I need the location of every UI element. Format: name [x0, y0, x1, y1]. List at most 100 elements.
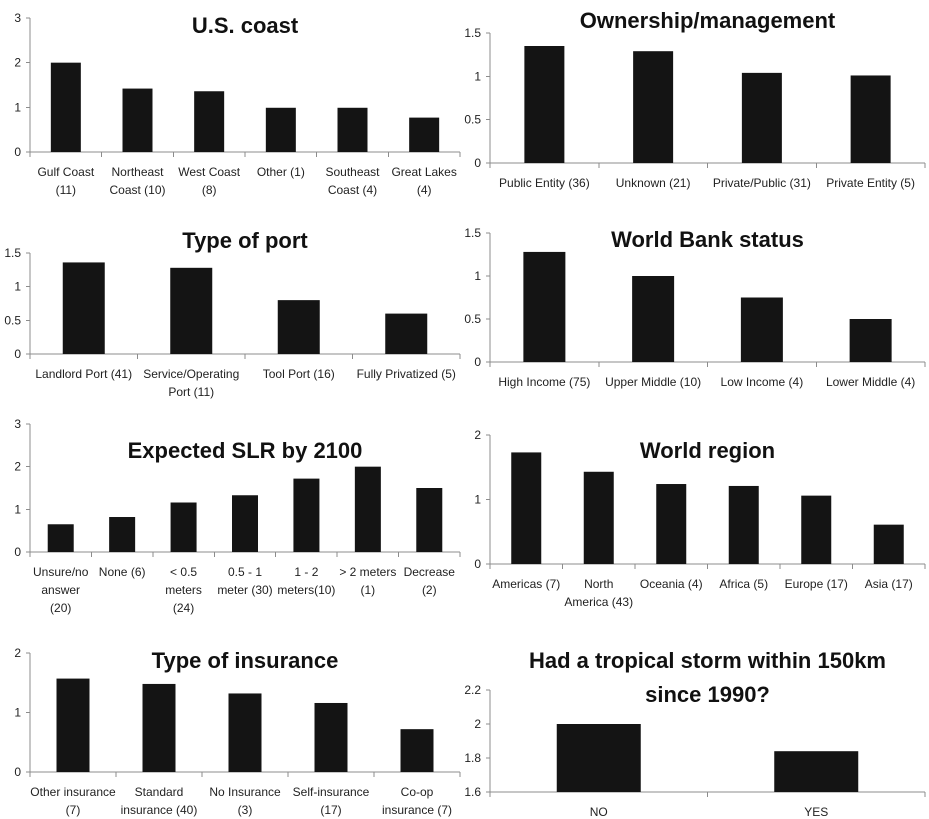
bar	[633, 51, 674, 164]
x-category-label: Co-op	[401, 785, 434, 799]
y-tick-label: 1	[14, 100, 21, 114]
chart-title: since 1990?	[645, 682, 770, 707]
x-category-label: Oceania (4)	[640, 577, 703, 591]
bar	[385, 313, 428, 354]
x-category-label: Unsure/no	[33, 565, 89, 579]
x-category-label: Standard	[135, 785, 184, 799]
x-category-label: Other (1)	[257, 165, 305, 179]
bar	[109, 517, 136, 552]
chart-title: Type of port	[182, 228, 308, 253]
bar	[632, 276, 675, 362]
bar	[511, 452, 542, 564]
bar	[354, 466, 381, 552]
bar	[400, 729, 434, 772]
bar	[277, 300, 320, 354]
bar	[850, 75, 891, 163]
bar	[416, 488, 443, 552]
chart-title: Type of insurance	[152, 648, 339, 673]
x-category-label: Port (11)	[168, 385, 214, 399]
bar	[583, 471, 614, 564]
y-tick-label: 2	[14, 460, 21, 474]
y-tick-label: 1	[474, 493, 481, 507]
x-category-label: (20)	[50, 601, 71, 615]
bar	[740, 297, 783, 362]
x-category-label: Private Entity (5)	[826, 176, 915, 190]
y-tick-label: 0.5	[464, 113, 481, 127]
bar	[314, 702, 348, 772]
chart-1: U.S. coast 0 1 2 3 Gulf Coast (11) Northeast Coa…	[14, 11, 461, 197]
x-category-label: Unknown (21)	[616, 176, 691, 190]
x-category-label: Northeast	[111, 165, 164, 179]
y-tick-label: 1.8	[464, 751, 481, 765]
chart-5: Expected SLR by 2100 0 1 2 3 Unsure/no answer (…	[14, 417, 461, 615]
x-category-label: 0.5 - 1	[228, 565, 262, 579]
chart-title: World region	[640, 438, 775, 463]
x-category-label: (1)	[361, 583, 376, 597]
x-category-label: answer	[41, 583, 80, 597]
y-tick-label: 2	[14, 646, 21, 660]
chart-title: Ownership/management	[580, 8, 836, 33]
x-category-label: 1 - 2	[294, 565, 318, 579]
chart-title: Expected SLR by 2100	[128, 438, 363, 463]
bar	[170, 502, 197, 552]
y-tick-label: 2	[14, 56, 21, 70]
x-category-label: Lower Middle (4)	[826, 375, 915, 389]
y-tick-label: 0	[14, 765, 21, 779]
bar	[409, 117, 440, 152]
x-category-label: Upper Middle (10)	[605, 375, 701, 389]
x-category-label: Other insurance	[30, 785, 116, 799]
y-tick-label: 2	[474, 717, 481, 731]
x-category-label: Americas (7)	[492, 577, 560, 591]
bar	[524, 46, 565, 163]
x-category-label: None (6)	[99, 565, 146, 579]
x-category-label: Southeast	[325, 165, 380, 179]
bar	[56, 678, 90, 772]
chart-8: Had a tropical storm within 150km since 1…	[464, 648, 926, 819]
x-category-label: No Insurance	[209, 785, 281, 799]
bar	[293, 478, 320, 552]
y-tick-label: 0.5	[464, 312, 481, 326]
bar	[232, 495, 258, 552]
y-tick-label: 1	[474, 269, 481, 283]
x-category-label: NO	[590, 805, 608, 819]
chart-title: Had a tropical storm within 150km	[529, 648, 886, 673]
x-category-label: Fully Privatized (5)	[357, 367, 456, 381]
y-tick-label: 1	[474, 69, 481, 83]
x-category-label: Public Entity (36)	[499, 176, 590, 190]
x-category-label: meters(10)	[277, 583, 335, 597]
x-category-label: < 0.5	[170, 565, 197, 579]
bar	[265, 107, 296, 152]
x-category-label: (7)	[66, 803, 81, 817]
bar	[849, 319, 892, 362]
x-category-label: meters	[165, 583, 202, 597]
x-category-label: (17)	[320, 803, 341, 817]
bar	[170, 267, 213, 354]
bar	[801, 495, 832, 564]
x-category-label: (4)	[417, 183, 432, 197]
y-tick-label: 0	[14, 145, 21, 159]
y-tick-label: 3	[14, 417, 21, 431]
chart-title: U.S. coast	[192, 13, 299, 38]
bar	[656, 484, 687, 564]
x-category-label: meter (30)	[217, 583, 272, 597]
x-category-label: (11)	[56, 183, 76, 197]
y-tick-label: 0	[474, 557, 481, 571]
x-category-label: Gulf Coast	[37, 165, 94, 179]
y-tick-label: 1.6	[464, 785, 481, 799]
x-category-label: insurance (40)	[121, 803, 198, 817]
y-tick-label: 0	[14, 545, 21, 559]
x-category-label: High Income (75)	[498, 375, 590, 389]
x-category-label: Private/Public (31)	[713, 176, 811, 190]
y-tick-label: 0	[474, 156, 481, 170]
x-category-label: Great Lakes	[391, 165, 456, 179]
y-tick-label: 1.5	[464, 226, 481, 240]
x-category-label: Service/Operating	[143, 367, 239, 381]
x-category-label: Tool Port (16)	[263, 367, 335, 381]
x-category-label: America (43)	[564, 595, 633, 609]
x-category-label: Coast (10)	[109, 183, 165, 197]
bar	[774, 751, 859, 792]
x-category-label: North	[584, 577, 613, 591]
bar	[194, 91, 225, 152]
bar	[62, 262, 105, 354]
x-category-label: Asia (17)	[865, 577, 913, 591]
